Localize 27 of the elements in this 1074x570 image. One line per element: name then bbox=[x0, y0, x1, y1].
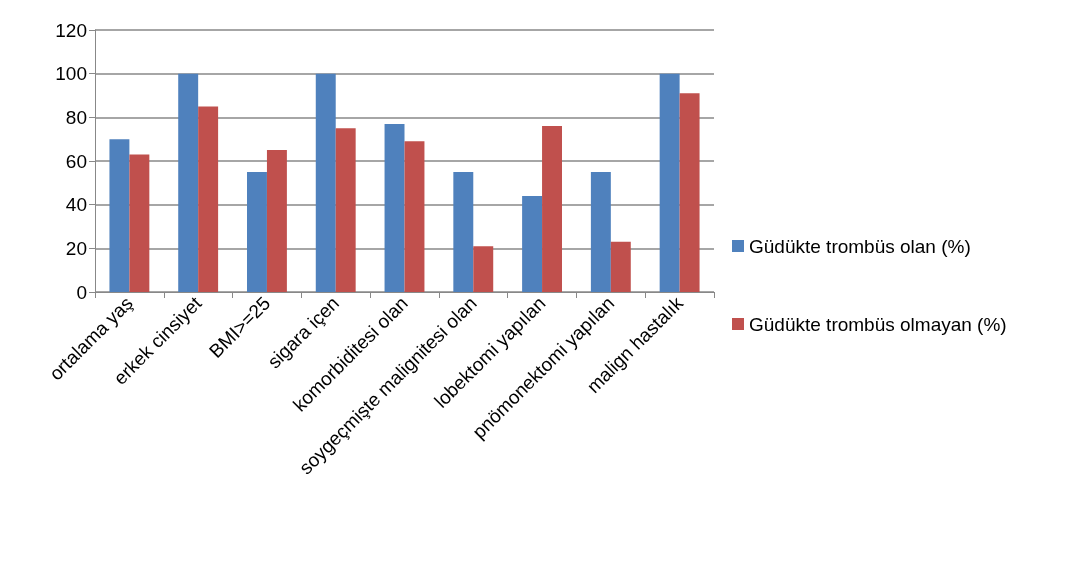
bar bbox=[178, 73, 199, 292]
bar bbox=[198, 106, 219, 292]
y-tick-label: 60 bbox=[65, 150, 87, 172]
legend-label: Güdükte trombüs olan (%) bbox=[749, 235, 971, 257]
bar bbox=[679, 93, 700, 292]
y-tick-label: 100 bbox=[55, 63, 87, 85]
y-tick-label: 120 bbox=[55, 19, 87, 41]
bar bbox=[404, 141, 425, 292]
y-tick-label: 40 bbox=[65, 194, 87, 216]
y-tick-label: 0 bbox=[76, 281, 87, 303]
bar bbox=[335, 128, 356, 292]
y-tick-label: 80 bbox=[65, 106, 87, 128]
bar bbox=[542, 126, 562, 292]
bar bbox=[109, 139, 130, 292]
bar bbox=[315, 73, 336, 292]
bar bbox=[659, 73, 680, 292]
bar bbox=[522, 195, 543, 292]
bar bbox=[473, 246, 494, 292]
bar bbox=[129, 154, 150, 292]
y-tick-label: 20 bbox=[65, 237, 87, 259]
bar bbox=[590, 171, 611, 292]
bar bbox=[247, 171, 267, 292]
bar bbox=[610, 241, 631, 292]
bar bbox=[453, 171, 474, 292]
bar bbox=[384, 123, 405, 292]
bar bbox=[266, 150, 287, 292]
legend-label: Güdükte trombüs olmayan (%) bbox=[749, 313, 1007, 335]
